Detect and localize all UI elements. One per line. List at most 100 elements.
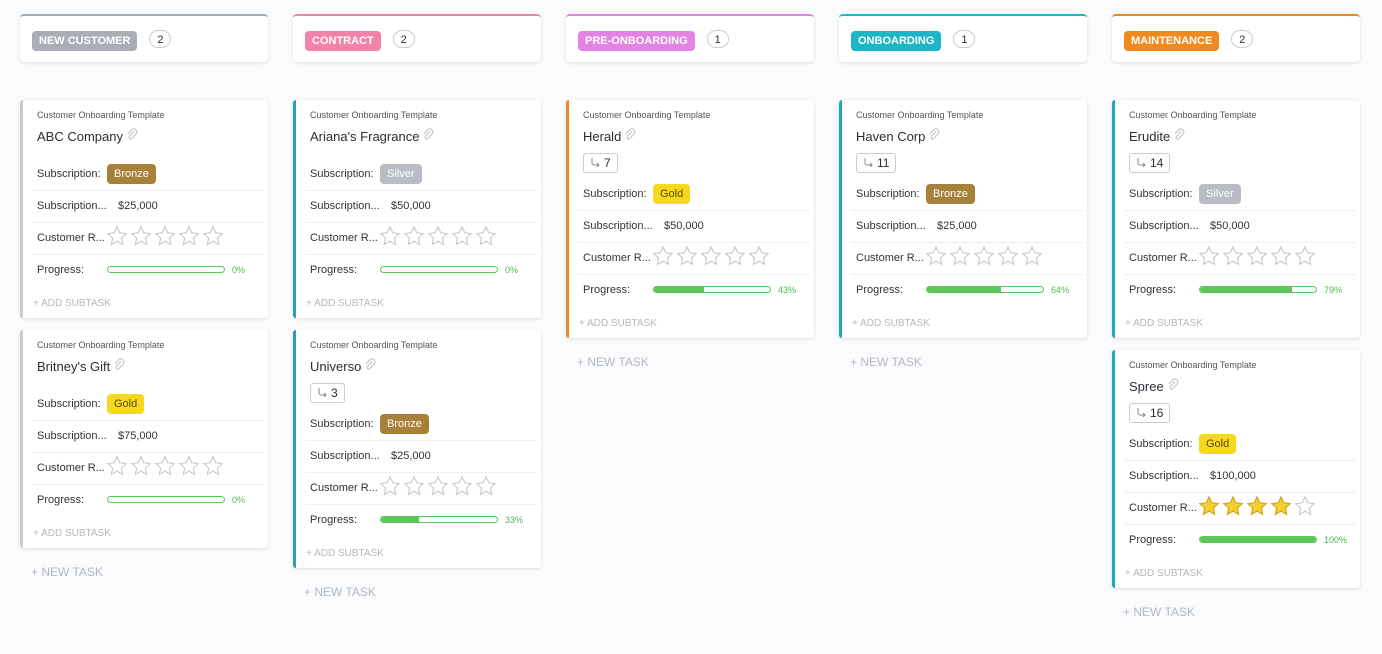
amount: $25,000 (391, 450, 431, 462)
divider (32, 452, 264, 453)
progress-track (1199, 286, 1317, 293)
field-label: Customer R... (583, 252, 651, 264)
field-label: Progress: (583, 284, 631, 296)
subtask-number: 7 (604, 156, 611, 170)
field-label: Customer R... (856, 252, 924, 264)
divider (578, 210, 810, 211)
field-label: Progress: (37, 494, 85, 506)
subtask-count: 3 (310, 383, 345, 403)
template-label: Customer Onboarding Template (310, 110, 438, 120)
amount: $25,000 (937, 220, 977, 232)
field-label: Subscription... (37, 430, 107, 442)
divider (1124, 524, 1356, 525)
clip-icon (364, 358, 376, 377)
task-card[interactable] (1112, 350, 1360, 588)
progress-track (926, 286, 1044, 293)
divider (851, 242, 1083, 243)
status-pill: NEW CUSTOMER (32, 31, 138, 51)
subscription-badge: Silver (380, 164, 422, 184)
task-name: ABC Company (37, 129, 123, 144)
field-label: Subscription: (1129, 188, 1193, 200)
divider (578, 242, 810, 243)
progress-track (107, 496, 225, 503)
task-card[interactable] (20, 330, 268, 548)
divider (32, 254, 264, 255)
task-name: Ariana's Fragrance (310, 129, 420, 144)
status-pill: MAINTENANCE (1124, 31, 1220, 51)
task-name: Britney's Gift (37, 359, 111, 374)
add-subtask[interactable]: + ADD SUBTASK (579, 318, 657, 329)
amount: $50,000 (664, 220, 704, 232)
count-badge: 2 (149, 30, 172, 48)
rating-stars (379, 475, 499, 497)
clip-icon (113, 358, 125, 377)
amount: $25,000 (118, 200, 158, 212)
add-subtask[interactable]: + ADD SUBTASK (1125, 318, 1203, 329)
progress-track (1199, 536, 1317, 543)
add-subtask[interactable]: + ADD SUBTASK (852, 318, 930, 329)
field-label: Subscription: (37, 168, 101, 180)
field-label: Progress: (37, 264, 85, 276)
new-task[interactable]: + NEW TASK (31, 565, 103, 579)
progress-track (380, 266, 498, 273)
add-subtask[interactable]: + ADD SUBTASK (306, 548, 384, 559)
amount: $50,000 (1210, 220, 1250, 232)
field-label: Subscription... (310, 200, 380, 212)
divider (32, 190, 264, 191)
status-pill: CONTRACT (305, 31, 381, 51)
task-card[interactable] (1112, 100, 1360, 338)
progress-track (653, 286, 771, 293)
add-subtask[interactable]: + ADD SUBTASK (33, 528, 111, 539)
progress-fill (1200, 537, 1316, 542)
field-label: Progress: (856, 284, 904, 296)
field-label: Customer R... (37, 232, 105, 244)
count-badge: 1 (706, 30, 729, 48)
task-name: Herald (583, 129, 622, 144)
new-task[interactable]: + NEW TASK (1123, 605, 1195, 619)
progress-track (380, 516, 498, 523)
task-card[interactable] (839, 100, 1087, 338)
field-label: Subscription: (310, 168, 374, 180)
status-pill: ONBOARDING (851, 31, 942, 51)
subtask-number: 14 (1150, 156, 1164, 170)
new-task[interactable]: + NEW TASK (850, 355, 922, 369)
template-label: Customer Onboarding Template (1129, 360, 1257, 370)
add-subtask[interactable]: + ADD SUBTASK (1125, 568, 1203, 579)
rating-stars (379, 225, 499, 247)
field-label: Subscription... (310, 450, 380, 462)
progress-label: 33% (505, 515, 524, 525)
new-task[interactable]: + NEW TASK (577, 355, 649, 369)
new-task[interactable]: + NEW TASK (304, 585, 376, 599)
field-label: Customer R... (1129, 502, 1197, 514)
field-label: Progress: (1129, 284, 1177, 296)
field-label: Customer R... (310, 232, 378, 244)
rating-stars (106, 225, 226, 247)
add-subtask[interactable]: + ADD SUBTASK (33, 298, 111, 309)
task-name: Spree (1129, 379, 1164, 394)
subtask-number: 11 (877, 156, 890, 170)
field-label: Subscription: (310, 418, 374, 430)
clip-icon (126, 128, 138, 147)
task-name: Erudite (1129, 129, 1171, 144)
field-label: Progress: (310, 514, 358, 526)
divider (578, 274, 810, 275)
task-card[interactable] (293, 100, 541, 318)
add-subtask[interactable]: + ADD SUBTASK (306, 298, 384, 309)
task-card[interactable] (20, 100, 268, 318)
column-header (293, 14, 541, 62)
divider (32, 420, 264, 421)
template-label: Customer Onboarding Template (583, 110, 711, 120)
subscription-badge: Gold (107, 394, 145, 414)
divider (305, 440, 537, 441)
clip-icon (1167, 378, 1179, 397)
task-card[interactable] (566, 100, 814, 338)
divider (1124, 242, 1356, 243)
task-card[interactable] (293, 330, 541, 568)
field-label: Subscription: (583, 188, 647, 200)
subscription-badge: Bronze (107, 164, 156, 184)
subtask-number: 16 (1150, 406, 1164, 420)
amount: $100,000 (1210, 470, 1256, 482)
divider (32, 484, 264, 485)
field-label: Customer R... (1129, 252, 1197, 264)
divider (1124, 460, 1356, 461)
